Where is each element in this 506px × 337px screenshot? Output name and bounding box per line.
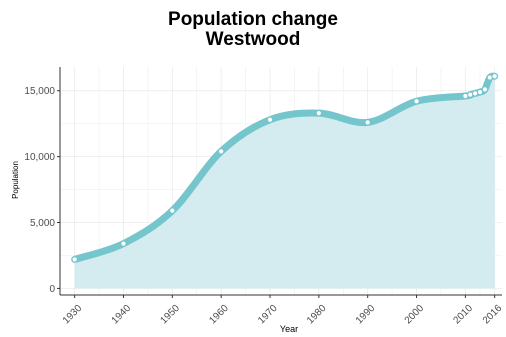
x-tick-label-2000: 2000 bbox=[403, 303, 427, 327]
data-point-1970 bbox=[266, 116, 274, 123]
y-tick-label-10000: 10,000 bbox=[24, 152, 55, 163]
x-tick-label-1940: 1940 bbox=[110, 303, 134, 327]
data-point-1960 bbox=[218, 148, 225, 155]
x-tick-label-1970: 1970 bbox=[256, 303, 280, 327]
data-point-1980 bbox=[315, 110, 322, 117]
data-point-2011 bbox=[467, 91, 474, 98]
y-axis-label: Population bbox=[11, 161, 20, 199]
x-tick-label-2010: 2010 bbox=[452, 303, 476, 327]
data-point-1990 bbox=[364, 119, 371, 126]
data-point-2013 bbox=[476, 88, 484, 96]
y-tick-label-5000: 5,000 bbox=[30, 218, 55, 229]
y-tick-label-15000: 15,000 bbox=[24, 86, 55, 97]
x-axis-label: Year bbox=[280, 324, 298, 334]
chart-title-line-1: Population change bbox=[168, 9, 338, 30]
data-point-1940 bbox=[120, 240, 127, 247]
data-point-2012 bbox=[472, 90, 479, 97]
y-tick-label-0: 0 bbox=[49, 284, 55, 295]
data-point-1930 bbox=[71, 256, 78, 263]
data-points bbox=[71, 73, 498, 263]
x-tick-label-1930: 1930 bbox=[61, 303, 85, 327]
data-point-2014 bbox=[481, 86, 489, 93]
x-axis-ticks: 1930 1940 1950 1960 1970 1980 1990 2000 2010 2016 bbox=[61, 295, 505, 326]
data-point-2016 bbox=[491, 73, 498, 80]
x-tick-label-1980: 1980 bbox=[305, 303, 329, 327]
x-tick-label-1960: 1960 bbox=[207, 303, 231, 327]
data-point-2015 bbox=[486, 74, 493, 81]
x-tick-label-1990: 1990 bbox=[354, 303, 378, 327]
data-point-2010 bbox=[462, 92, 469, 100]
x-tick-label-1950: 1950 bbox=[158, 303, 182, 327]
data-point-2000 bbox=[413, 98, 420, 105]
data-point-1950 bbox=[169, 207, 176, 214]
population-area-fill bbox=[74, 76, 495, 289]
y-axis-ticks: 0 5,000 10,000 15,000 bbox=[24, 86, 60, 295]
x-tick-label-2016: 2016 bbox=[481, 303, 505, 327]
chart-title-line-2: Westwood bbox=[205, 29, 301, 50]
